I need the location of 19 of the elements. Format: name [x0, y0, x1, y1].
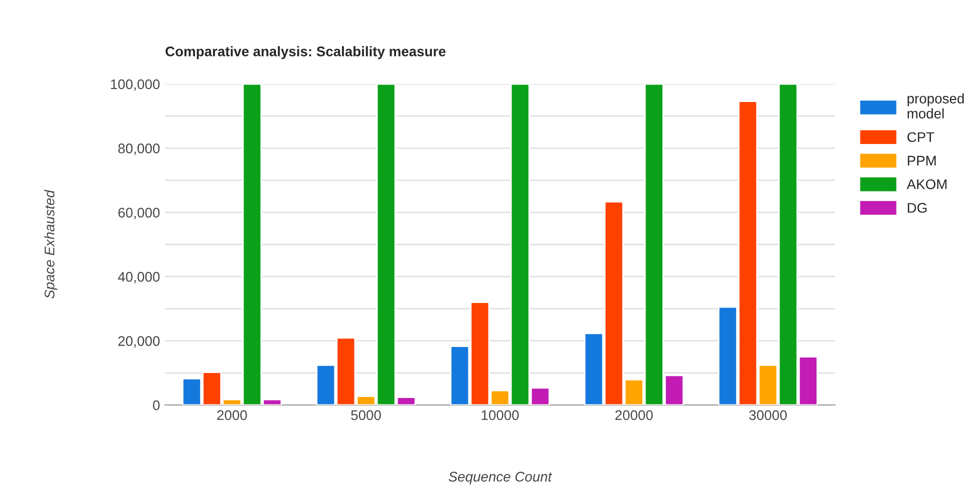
y-axis-title: Space Exhausted — [44, 190, 58, 299]
legend-label: PPM — [908, 156, 936, 166]
x-tick-label: 10000 — [482, 410, 519, 420]
chart-title: Comparative analysis: Scalability measure — [166, 46, 446, 60]
y-tick-label: 40,000 — [118, 272, 160, 284]
x-tick-label: 20000 — [615, 410, 653, 420]
legend-label: AKOM — [906, 179, 946, 190]
y-tick-label: 100,000 — [111, 79, 160, 91]
legend-label: DG — [908, 202, 927, 213]
legend-label: CPT — [907, 132, 934, 142]
x-axis-title: Sequence Count — [448, 472, 552, 484]
y-tick-label: 20,000 — [118, 336, 160, 348]
legend-label: proposed model — [908, 93, 964, 118]
x-tick-label: 2000 — [217, 410, 247, 420]
y-tick-label: 60,000 — [118, 208, 160, 220]
x-tick-label: 5000 — [351, 410, 381, 420]
x-tick-label: 30000 — [749, 410, 787, 420]
y-tick-label: 0 — [152, 400, 160, 410]
y-tick-label: 80,000 — [118, 144, 160, 156]
